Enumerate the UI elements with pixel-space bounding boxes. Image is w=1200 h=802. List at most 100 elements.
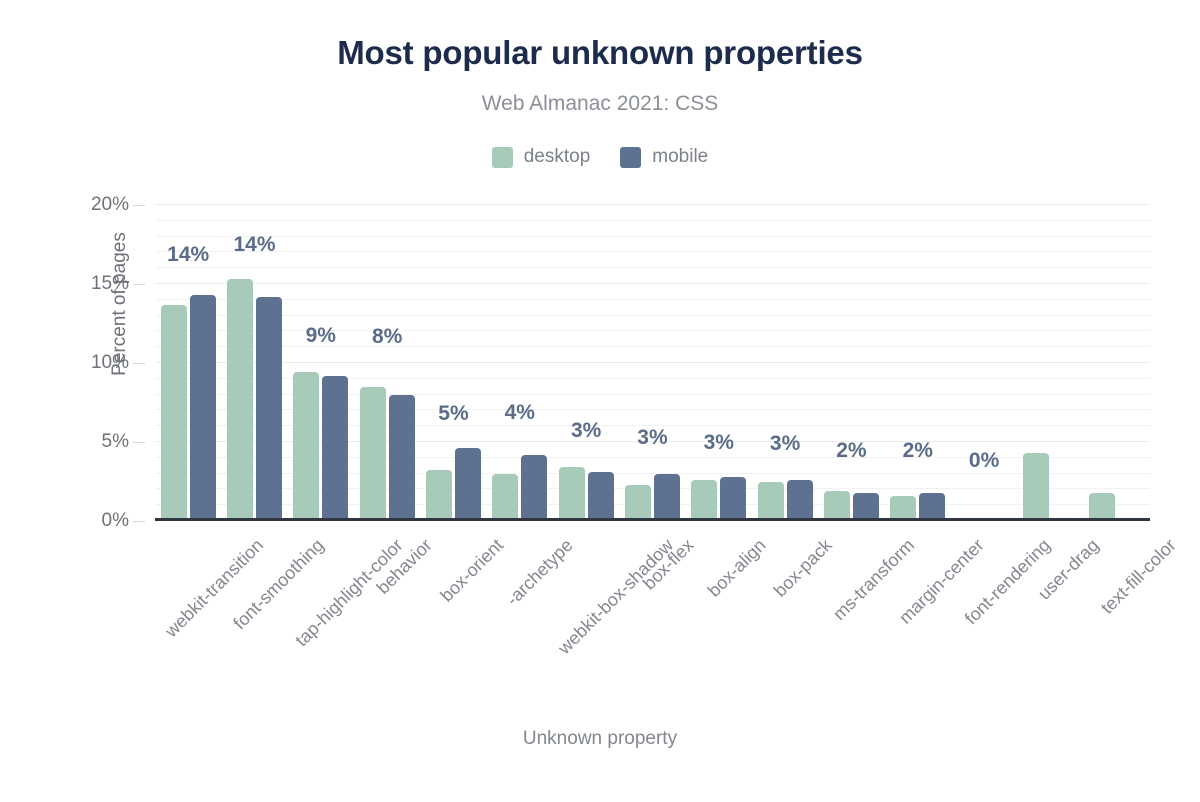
x-axis-label-cell: font-rendering: [951, 521, 1054, 671]
bar-desktop[interactable]: [558, 467, 585, 521]
legend-item-mobile[interactable]: mobile: [620, 146, 708, 168]
bar-mobile[interactable]: [322, 375, 349, 521]
bar-pair: [951, 205, 1017, 521]
bar-pair: [420, 205, 486, 521]
y-axis-tick-label: 0%: [101, 510, 129, 531]
bar-pair: [221, 205, 287, 521]
gridline: [155, 456, 1150, 458]
bar-mobile[interactable]: [786, 479, 813, 521]
bar-group: 2%: [818, 205, 884, 521]
bar-desktop[interactable]: [359, 386, 386, 521]
bar-mobile[interactable]: [720, 476, 747, 521]
bar-value-label: 2%: [902, 438, 933, 462]
bar-group: 9%: [288, 205, 354, 521]
y-axis-tick-mark: [133, 363, 145, 364]
x-axis-tick-label: text-fill-color: [1096, 535, 1180, 618]
gridline: [155, 362, 1150, 363]
bar-desktop[interactable]: [492, 473, 519, 521]
y-axis-tick-label: 15%: [90, 273, 129, 294]
x-axis-label-cell: text-fill-color: [1084, 521, 1180, 671]
bar-mobile[interactable]: [919, 492, 946, 521]
bar-pair: [155, 205, 221, 521]
x-axis-labels: webkit-transition font-smoothing tap-highl…: [155, 521, 1180, 671]
bar-mobile[interactable]: [454, 448, 481, 521]
y-axis-tick-mark: [133, 442, 145, 443]
legend-swatch-desktop: [491, 146, 513, 168]
bar-desktop[interactable]: [1089, 492, 1116, 521]
bar-groups: 14% 14% 9% 8% 5% 4% 3% 3% 3% 3% 2% 2% 0%: [155, 205, 1150, 521]
bar-group: 3%: [553, 205, 619, 521]
x-axis-label-cell: webkit-box-shadow: [553, 521, 677, 671]
legend-item-desktop[interactable]: desktop: [491, 146, 590, 168]
x-axis-label-cell: webkit-transition: [155, 521, 267, 671]
bar-pair: [487, 205, 553, 521]
x-axis-baseline: [155, 518, 1150, 521]
x-axis-label-cell: tap-highlight-color: [288, 521, 406, 671]
bar-pair: [354, 205, 420, 521]
gridline: [155, 298, 1150, 300]
y-axis-tick-mark: [133, 521, 145, 522]
plot-area: 14% 14% 9% 8% 5% 4% 3% 3% 3% 3% 2% 2% 0%: [155, 204, 1150, 521]
bar-value-label: 2%: [836, 438, 867, 462]
x-axis-label-cell: user-drag: [1017, 521, 1103, 671]
bar-group: 4%: [487, 205, 553, 521]
bar-desktop[interactable]: [624, 484, 651, 521]
bar-value-label: 9%: [305, 324, 336, 348]
bar-value-label: 3%: [769, 431, 801, 455]
bar-mobile[interactable]: [852, 492, 879, 521]
gridline: [155, 204, 1150, 205]
bar-group: [1017, 205, 1083, 521]
bar-desktop[interactable]: [425, 470, 452, 521]
bar-value-label: 3%: [703, 430, 734, 454]
chart-title: Most popular unknown properties: [337, 34, 863, 71]
bar-mobile[interactable]: [388, 394, 415, 521]
gridline: [155, 235, 1150, 237]
bar-desktop[interactable]: [226, 279, 253, 521]
x-axis-title: Unknown property: [522, 728, 678, 749]
gridline: [155, 267, 1150, 269]
y-axis-tick-mark: [133, 284, 145, 285]
gridline: [155, 393, 1150, 395]
bar-value-label: 4%: [504, 400, 535, 424]
y-axis-ticks: 0% 5% 10% 15% 20%: [0, 194, 145, 531]
x-axis-label-cell: margin-center: [885, 521, 988, 671]
bar-desktop[interactable]: [757, 481, 784, 521]
gridline: [155, 409, 1150, 411]
bar-group: 14%: [155, 205, 221, 521]
bar-desktop[interactable]: [1022, 453, 1049, 521]
bar-value-label: 3%: [570, 419, 602, 443]
bar-pair: [752, 205, 818, 521]
bar-mobile[interactable]: [587, 472, 614, 521]
bar-desktop[interactable]: [823, 490, 850, 521]
gridline: [155, 425, 1150, 427]
gridline: [155, 251, 1150, 253]
bar-mobile[interactable]: [653, 473, 680, 521]
gridline: [155, 504, 1150, 506]
bar-desktop[interactable]: [293, 372, 320, 521]
bar-desktop[interactable]: [160, 304, 187, 521]
legend-swatch-mobile: [620, 146, 642, 168]
x-axis-label-cell: font-smoothing: [221, 521, 328, 671]
bar-group: 3%: [619, 205, 685, 521]
x-axis-label-cell: -archetype: [487, 521, 576, 671]
bar-desktop[interactable]: [691, 479, 718, 521]
gridline: [155, 346, 1150, 348]
legend-label-mobile: mobile: [652, 146, 709, 167]
bar-value-label: 3%: [637, 425, 668, 449]
gridline: [155, 472, 1150, 474]
gridline: [155, 441, 1150, 442]
chart-subtitle: Web Almanac 2021: CSS: [481, 92, 719, 115]
bar-mobile[interactable]: [255, 296, 282, 521]
bar-desktop[interactable]: [890, 495, 917, 521]
bar-mobile[interactable]: [521, 454, 548, 521]
x-axis-label-cell: ms-transform: [818, 521, 918, 671]
bar-pair: [1017, 205, 1083, 521]
y-axis-tick-mark: [133, 205, 145, 206]
bar-group: 2%: [885, 205, 951, 521]
gridline: [155, 377, 1150, 379]
x-axis-label-cell: box-orient: [420, 521, 508, 671]
bar-pair: [818, 205, 884, 521]
chart-legend: desktop mobile: [0, 146, 1200, 168]
bar-mobile[interactable]: [189, 295, 216, 521]
x-axis-label-cell: box-flex: [619, 521, 698, 671]
